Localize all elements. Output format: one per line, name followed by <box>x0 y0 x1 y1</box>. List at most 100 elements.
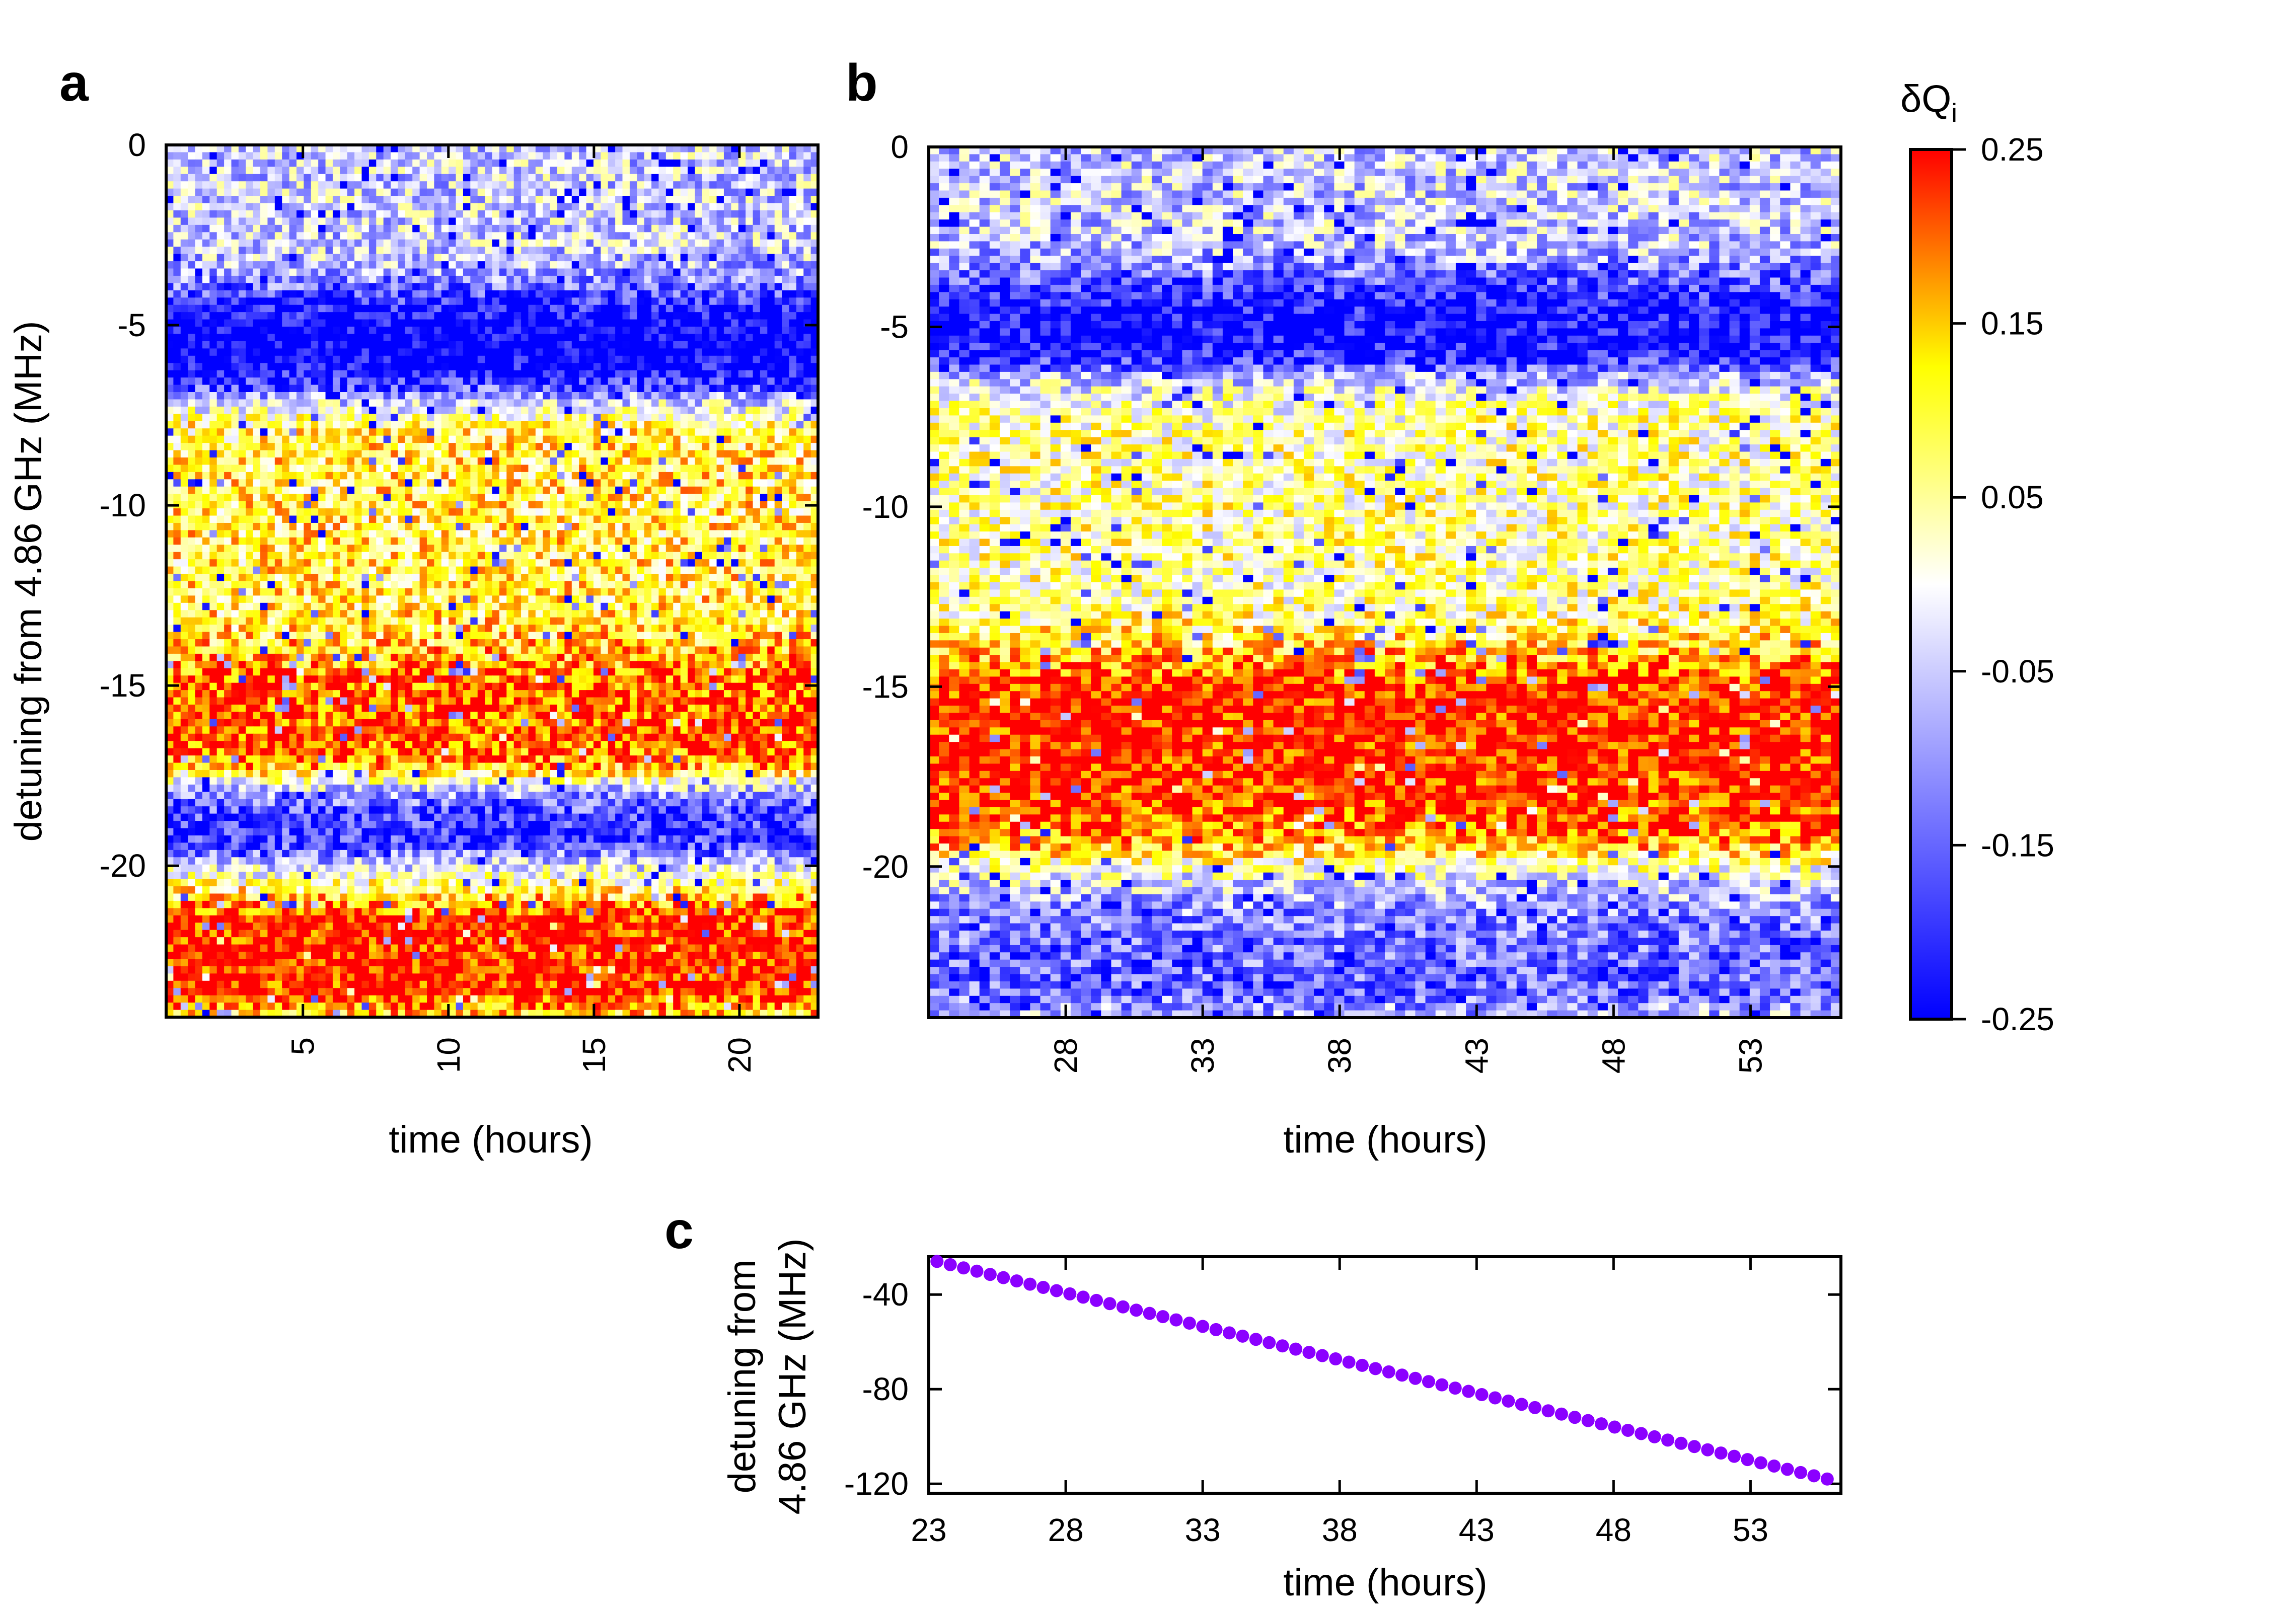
heatmap-cell <box>368 196 377 204</box>
heatmap-cell <box>391 312 399 320</box>
heatmap-cell <box>723 370 732 378</box>
heatmap-cell <box>506 341 514 349</box>
heatmap-cell <box>644 152 652 160</box>
heatmap-cell <box>274 494 283 502</box>
heatmap-cell <box>180 515 188 523</box>
heatmap-cell <box>238 145 247 153</box>
heatmap-cell <box>267 254 275 262</box>
heatmap-cell <box>760 217 768 225</box>
heatmap-cell <box>274 465 283 473</box>
heatmap-cell <box>615 508 623 516</box>
heatmap-cell <box>615 224 623 233</box>
heatmap-cell <box>318 341 326 349</box>
heatmap-cell <box>767 247 775 255</box>
heatmap-cell <box>796 261 804 269</box>
heatmap-cell <box>513 465 522 473</box>
heatmap-cell <box>311 290 319 298</box>
heatmap-cell <box>688 152 696 160</box>
heatmap-cell <box>340 435 348 443</box>
heatmap-cell <box>622 443 630 451</box>
heatmap-cell <box>289 399 297 407</box>
heatmap-cell <box>289 152 297 160</box>
heatmap-cell <box>246 239 254 247</box>
heatmap-cell <box>629 188 638 196</box>
heatmap-cell <box>499 443 507 451</box>
heatmap-cell <box>637 530 645 538</box>
heatmap-cell <box>246 414 254 422</box>
heatmap-cell <box>332 414 341 422</box>
heatmap-cell <box>267 355 275 364</box>
heatmap-cell <box>499 457 507 466</box>
heatmap-cell <box>695 268 703 276</box>
heatmap-cell <box>166 261 174 269</box>
heatmap-cell <box>297 370 305 378</box>
heatmap-cell <box>767 290 775 298</box>
heatmap-cell <box>477 508 485 516</box>
heatmap-cell <box>398 196 406 204</box>
heatmap-cell <box>615 457 623 466</box>
heatmap-cell <box>260 261 268 269</box>
heatmap-cell <box>796 268 804 276</box>
heatmap-cell <box>253 327 261 335</box>
heatmap-cell <box>311 392 319 400</box>
heatmap-cell <box>434 406 442 415</box>
heatmap-cell <box>586 304 594 313</box>
heatmap-cell <box>267 188 275 196</box>
heatmap-cell <box>506 406 514 415</box>
heatmap-cell <box>782 472 790 480</box>
heatmap-cell <box>513 145 522 153</box>
heatmap-cell <box>673 348 681 356</box>
heatmap-cell <box>456 145 464 153</box>
heatmap-cell <box>557 522 565 531</box>
heatmap-cell <box>449 530 457 538</box>
heatmap-cell <box>391 268 399 276</box>
heatmap-cell <box>427 174 435 182</box>
heatmap-cell <box>723 385 732 393</box>
heatmap-cell <box>622 188 630 196</box>
heatmap-cell <box>586 421 594 429</box>
heatmap-cell <box>767 392 775 400</box>
heatmap-cell <box>601 319 609 327</box>
heatmap-cell <box>332 472 341 480</box>
heatmap-cell <box>383 334 391 342</box>
heatmap-cell <box>361 312 369 320</box>
heatmap-cell <box>202 167 210 175</box>
heatmap-cell <box>543 355 551 364</box>
heatmap-cell <box>304 443 312 451</box>
heatmap-cell <box>564 472 572 480</box>
heatmap-cell <box>398 399 406 407</box>
heatmap-cell <box>535 443 544 451</box>
heatmap-cell <box>297 421 305 429</box>
heatmap-cell <box>543 290 551 298</box>
heatmap-cell <box>746 304 754 313</box>
heatmap-cell <box>535 377 544 386</box>
heatmap-cell <box>304 210 312 218</box>
heatmap-cell <box>716 494 724 502</box>
heatmap-cell <box>746 188 754 196</box>
heatmap-cell <box>238 414 247 422</box>
heatmap-cell <box>651 283 659 291</box>
heatmap-cell <box>723 181 732 189</box>
heatmap-cell <box>615 247 623 255</box>
heatmap-cell <box>449 537 457 546</box>
heatmap-cell <box>441 515 449 523</box>
heatmap-cell <box>304 479 312 487</box>
heatmap-cell <box>716 348 724 356</box>
heatmap-cell <box>586 239 594 247</box>
heatmap-cell <box>629 428 638 436</box>
heatmap-cell <box>789 327 797 335</box>
heatmap-cell <box>485 224 493 233</box>
heatmap-cell <box>557 275 565 284</box>
heatmap-cell <box>209 239 217 247</box>
heatmap-cell <box>398 348 406 356</box>
heatmap-cell <box>492 167 500 175</box>
heatmap-cell <box>354 530 362 538</box>
heatmap-cell <box>767 210 775 218</box>
heatmap-cell <box>456 327 464 335</box>
heatmap-cell <box>543 304 551 313</box>
heatmap-cell <box>535 334 544 342</box>
heatmap-cell <box>637 174 645 182</box>
heatmap-cell <box>651 181 659 189</box>
heatmap-cell <box>470 348 478 356</box>
heatmap-cell <box>470 268 478 276</box>
